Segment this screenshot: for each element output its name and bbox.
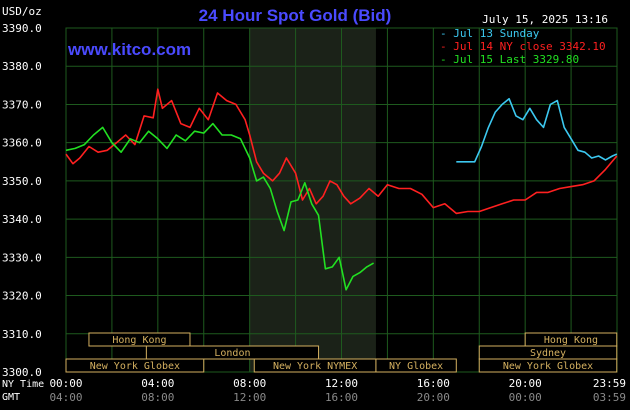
y-tick-label: 3310.0	[2, 328, 42, 341]
x-tick-label-ny: 20:00	[509, 377, 542, 390]
shaded-region	[249, 28, 376, 372]
y-tick-label: 3370.0	[2, 98, 42, 111]
session-label: New York Globex	[90, 361, 180, 372]
grid	[65, 27, 618, 373]
y-tick-label: 3340.0	[2, 213, 42, 226]
price-series	[65, 88, 618, 291]
session-label: New York Globex	[503, 361, 593, 372]
chart-date: July 15, 2025 13:16	[482, 13, 608, 26]
x-tick-label-gmt: 03:59	[593, 391, 626, 404]
x-tick-label-gmt: 08:00	[141, 391, 174, 404]
x-axis-ny-label: NY Time	[2, 379, 44, 390]
legend-entry: - Jul 14 NY close 3342.10	[440, 40, 606, 53]
session-bar	[65, 358, 205, 373]
x-tick-label-ny: 04:00	[141, 377, 174, 390]
series-line	[65, 88, 618, 215]
y-tick-label: 3350.0	[2, 175, 42, 188]
y-tick-label: 3360.0	[2, 137, 42, 150]
series-line	[456, 97, 618, 163]
x-tick-label-gmt: 20:00	[417, 391, 450, 404]
legend-entry: - Jul 13 Sunday	[440, 27, 540, 40]
y-tick-label: 3390.0	[2, 22, 42, 35]
x-axis: NY TimeGMT00:0004:0004:0008:0008:0012:00…	[2, 377, 626, 404]
series-line	[65, 122, 374, 291]
x-tick-label-ny: 00:00	[49, 377, 82, 390]
x-axis-gmt-label: GMT	[2, 392, 20, 403]
chart-title: 24 Hour Spot Gold (Bid)	[199, 6, 392, 25]
session-label: Sydney	[530, 348, 566, 359]
session-label: Hong Kong	[544, 335, 598, 346]
y-tick-label: 3330.0	[2, 251, 42, 264]
nymex-shaded-region	[249, 28, 376, 372]
session-bar	[145, 345, 320, 360]
legend: - Jul 13 Sunday- Jul 14 NY close 3342.10…	[440, 27, 606, 66]
x-tick-label-ny: 12:00	[325, 377, 358, 390]
y-axis-unit-label: USD/oz	[2, 5, 42, 18]
legend-entry: - Jul 15 Last 3329.80	[440, 53, 579, 66]
x-tick-label-ny: 08:00	[233, 377, 266, 390]
session-bar	[375, 358, 457, 373]
session-label: London	[214, 348, 250, 359]
session-label: Hong Kong	[112, 335, 166, 346]
x-tick-label-gmt: 12:00	[233, 391, 266, 404]
session-label: NY Globex	[389, 361, 443, 372]
market-sessions: Hong Kong London New York Globex New York N…	[65, 332, 618, 373]
session-label: New York NYMEX	[273, 361, 357, 372]
y-tick-label: 3320.0	[2, 290, 42, 303]
y-tick-label: 3300.0	[2, 366, 42, 379]
y-tick-label: 3380.0	[2, 60, 42, 73]
source-label: www.kitco.com	[67, 40, 191, 59]
y-axis: 3390.0 3380.0 3370.0 3360.0 3350.0 3340.0 3330…	[2, 22, 42, 379]
session-bar	[88, 332, 191, 347]
x-tick-label-gmt: 00:00	[509, 391, 542, 404]
x-tick-label-gmt: 04:00	[49, 391, 82, 404]
session-bar	[478, 358, 618, 373]
x-tick-label-gmt: 16:00	[325, 391, 358, 404]
x-tick-label-ny: 23:59	[593, 377, 626, 390]
x-tick-label-ny: 16:00	[417, 377, 450, 390]
